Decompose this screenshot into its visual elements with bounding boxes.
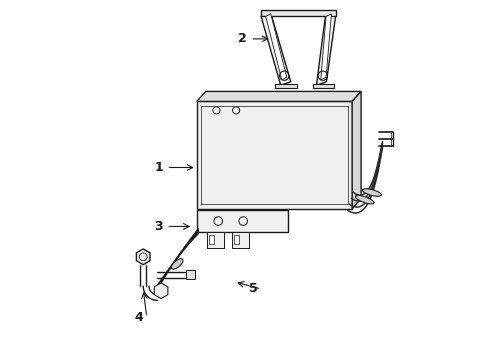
- Ellipse shape: [172, 259, 183, 269]
- Polygon shape: [207, 232, 223, 248]
- Polygon shape: [321, 14, 331, 80]
- Text: 2: 2: [238, 32, 247, 45]
- Polygon shape: [261, 13, 291, 85]
- Ellipse shape: [355, 195, 374, 204]
- Text: 5: 5: [249, 283, 258, 296]
- Polygon shape: [209, 235, 214, 244]
- Polygon shape: [197, 91, 361, 102]
- Ellipse shape: [362, 189, 381, 196]
- Polygon shape: [232, 232, 248, 248]
- Polygon shape: [275, 84, 297, 88]
- Polygon shape: [313, 84, 334, 88]
- Polygon shape: [261, 10, 336, 17]
- Polygon shape: [186, 270, 195, 279]
- Text: 1: 1: [154, 161, 163, 174]
- Polygon shape: [317, 13, 336, 85]
- Text: 3: 3: [154, 220, 163, 233]
- Polygon shape: [154, 283, 168, 298]
- Polygon shape: [352, 91, 361, 208]
- Polygon shape: [266, 14, 287, 80]
- Polygon shape: [197, 210, 288, 232]
- Polygon shape: [197, 102, 352, 208]
- Polygon shape: [136, 249, 150, 265]
- Polygon shape: [234, 235, 239, 244]
- Text: 4: 4: [134, 311, 143, 324]
